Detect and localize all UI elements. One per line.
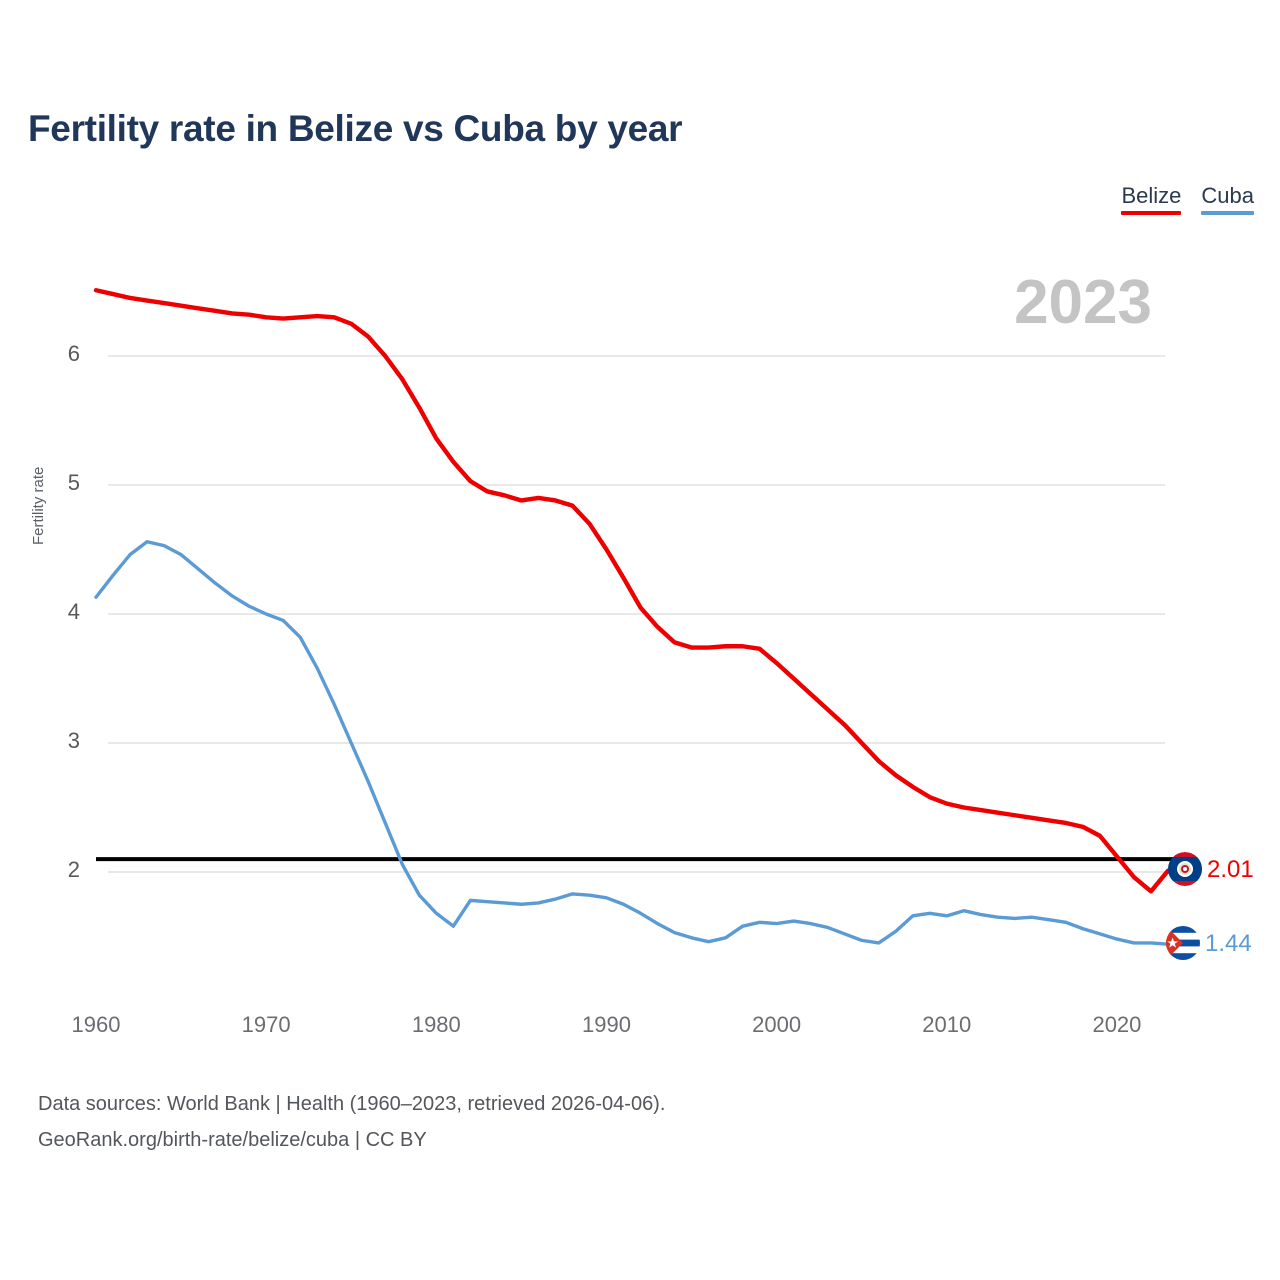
end-label-cuba: 1.44 bbox=[1205, 930, 1252, 957]
series-line-belize bbox=[93, 288, 1171, 894]
legend-swatch-cuba bbox=[1201, 211, 1254, 215]
gridlines bbox=[108, 355, 1165, 873]
y-tick-5: 5 bbox=[67, 470, 80, 495]
x-tick-1980: 1980 bbox=[411, 1012, 461, 1037]
x-tick-1960: 1960 bbox=[71, 1012, 121, 1037]
legend-swatch-belize bbox=[1121, 211, 1182, 215]
page-title: Fertility rate in Belize vs Cuba by year bbox=[28, 108, 683, 149]
footer-data-sources: Data sources: World Bank | Health (1960–… bbox=[38, 1093, 666, 1115]
legend-label-belize: Belize bbox=[1121, 183, 1182, 208]
y-tick-2: 2 bbox=[67, 857, 80, 882]
series-line-cuba bbox=[94, 540, 1170, 946]
cuba-flag-icon bbox=[1166, 926, 1200, 960]
legend-label-cuba: Cuba bbox=[1201, 183, 1254, 208]
legend-item-cuba[interactable]: Cuba bbox=[1201, 183, 1254, 215]
belize-flag-icon bbox=[1168, 852, 1202, 886]
footer-attribution: GeoRank.org/birth-rate/belize/cuba | CC … bbox=[38, 1129, 427, 1151]
legend-item-belize[interactable]: Belize bbox=[1121, 183, 1182, 215]
x-tick-2020: 2020 bbox=[1092, 1012, 1142, 1037]
x-tick-2010: 2010 bbox=[922, 1012, 972, 1037]
y-tick-4: 4 bbox=[67, 599, 80, 624]
chart-legend: Belize Cuba bbox=[1121, 183, 1254, 215]
x-tick-1990: 1990 bbox=[581, 1012, 631, 1037]
year-watermark: 2023 bbox=[1014, 268, 1152, 337]
end-label-belize: 2.01 bbox=[1207, 856, 1254, 883]
x-tick-2000: 2000 bbox=[752, 1012, 802, 1037]
y-tick-6: 6 bbox=[67, 341, 80, 366]
x-tick-1970: 1970 bbox=[241, 1012, 291, 1037]
y-tick-3: 3 bbox=[67, 728, 80, 753]
